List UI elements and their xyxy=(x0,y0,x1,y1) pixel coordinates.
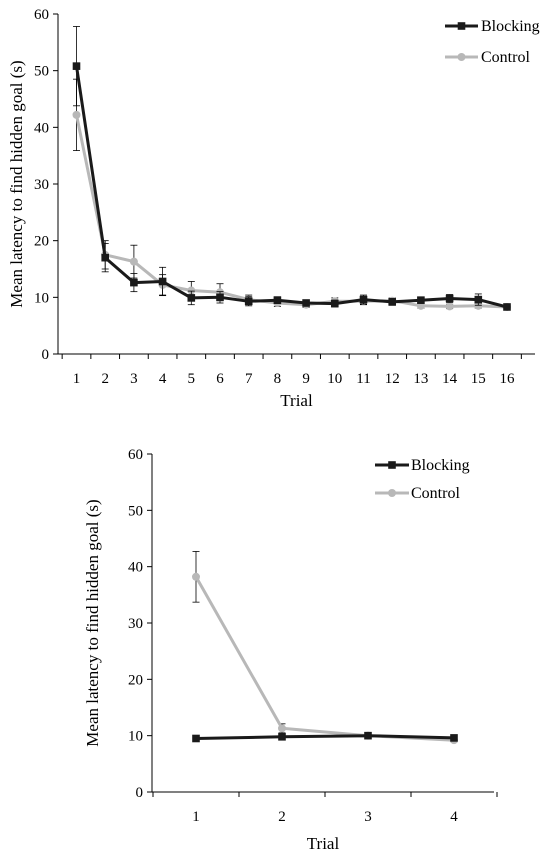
blocking-point xyxy=(331,299,339,308)
x-tick-label: 14 xyxy=(442,371,458,387)
x-tick-label: 12 xyxy=(385,371,400,387)
bottom-chart-panel: 0 10 20 30 40 50 60 1 2 3 4 Trial Mean latency to fi… xyxy=(83,447,498,853)
x-tick-label: 3 xyxy=(364,809,372,825)
blocking-line xyxy=(75,65,508,309)
blocking-point xyxy=(474,295,483,304)
x-tick-label: 3 xyxy=(130,371,138,387)
y-axis-title: Mean latency to find hidden goal (s) xyxy=(7,60,26,307)
control-line xyxy=(75,114,508,309)
control-point xyxy=(72,110,81,119)
y-tick-label: 0 xyxy=(42,347,50,363)
x-tick-label: 8 xyxy=(274,371,282,387)
x-tick-label: 1 xyxy=(192,809,200,825)
y-tick-label: 20 xyxy=(128,672,143,688)
x-tick-label: 4 xyxy=(450,809,458,825)
x-tick-label: 2 xyxy=(278,809,286,825)
blocking-point xyxy=(445,294,454,303)
control-series xyxy=(192,551,458,745)
control-point xyxy=(192,572,200,581)
legend-blocking-label: Blocking xyxy=(481,18,540,35)
blocking-point xyxy=(187,294,196,302)
blocking-point xyxy=(273,296,282,304)
y-axis-title: Mean latency to find hidden goal (s) xyxy=(83,499,102,746)
x-tick-label: 1 xyxy=(73,371,81,387)
legend: Blocking Control xyxy=(375,457,470,502)
y-tick-label: 60 xyxy=(34,7,49,23)
blocking-point xyxy=(101,253,109,262)
y-tick-label: 30 xyxy=(128,616,143,632)
x-tick-label: 10 xyxy=(327,371,342,387)
blocking-series xyxy=(72,26,511,311)
blocking-point xyxy=(503,303,511,311)
legend-blocking-label: Blocking xyxy=(411,457,470,474)
y-tick-label: 10 xyxy=(128,729,143,745)
x-tick-label: 15 xyxy=(471,371,486,387)
x-axis-title: Trial xyxy=(307,834,340,853)
x-tick-label: 5 xyxy=(188,371,196,387)
legend-control-label: Control xyxy=(481,49,530,66)
x-tick-label: 6 xyxy=(216,371,224,387)
x-axis-title: Trial xyxy=(280,391,313,410)
y-tick-label: 40 xyxy=(34,120,49,136)
blocking-point xyxy=(72,62,81,70)
y-tick-label: 40 xyxy=(128,560,143,576)
blocking-point xyxy=(192,734,200,743)
control-point xyxy=(278,724,286,733)
x-tick-label: 4 xyxy=(159,371,167,387)
y-tick-label: 20 xyxy=(34,234,49,250)
legend-control-marker xyxy=(457,53,466,61)
control-point xyxy=(445,302,454,311)
blocking-point xyxy=(388,298,396,306)
control-point xyxy=(187,286,196,295)
legend-blocking-marker xyxy=(388,461,396,469)
y-tick-label: 0 xyxy=(136,785,144,801)
x-tick-label: 11 xyxy=(356,371,370,387)
x-tick-label: 9 xyxy=(302,371,310,387)
blocking-point xyxy=(364,731,372,740)
x-tick-label: 16 xyxy=(500,371,516,387)
legend-control-marker xyxy=(388,489,396,497)
blocking-point xyxy=(158,277,167,286)
legend: Blocking Control xyxy=(445,18,540,66)
y-tick-label: 60 xyxy=(128,447,143,463)
y-tick-label: 50 xyxy=(128,503,143,519)
blocking-point xyxy=(130,278,138,287)
blocking-line xyxy=(195,734,455,740)
blocking-series xyxy=(192,731,458,743)
blocking-point xyxy=(216,293,224,302)
blocking-point xyxy=(417,296,425,304)
blocking-point xyxy=(359,295,368,304)
control-series xyxy=(72,78,511,311)
blocking-point xyxy=(450,734,458,742)
y-tick-label: 30 xyxy=(34,177,49,193)
y-tick-label: 50 xyxy=(34,64,49,80)
x-tick-label: 13 xyxy=(413,371,428,387)
y-tick-label: 10 xyxy=(34,290,49,306)
legend-blocking-marker xyxy=(457,22,466,30)
control-point xyxy=(474,301,483,310)
blocking-point xyxy=(278,732,286,741)
blocking-point xyxy=(302,299,310,307)
control-line xyxy=(194,576,455,742)
x-tick-label: 2 xyxy=(101,371,109,387)
control-point xyxy=(129,257,138,266)
blocking-point xyxy=(244,297,253,306)
x-tick-label: 7 xyxy=(245,371,253,387)
legend-control-label: Control xyxy=(411,485,460,502)
